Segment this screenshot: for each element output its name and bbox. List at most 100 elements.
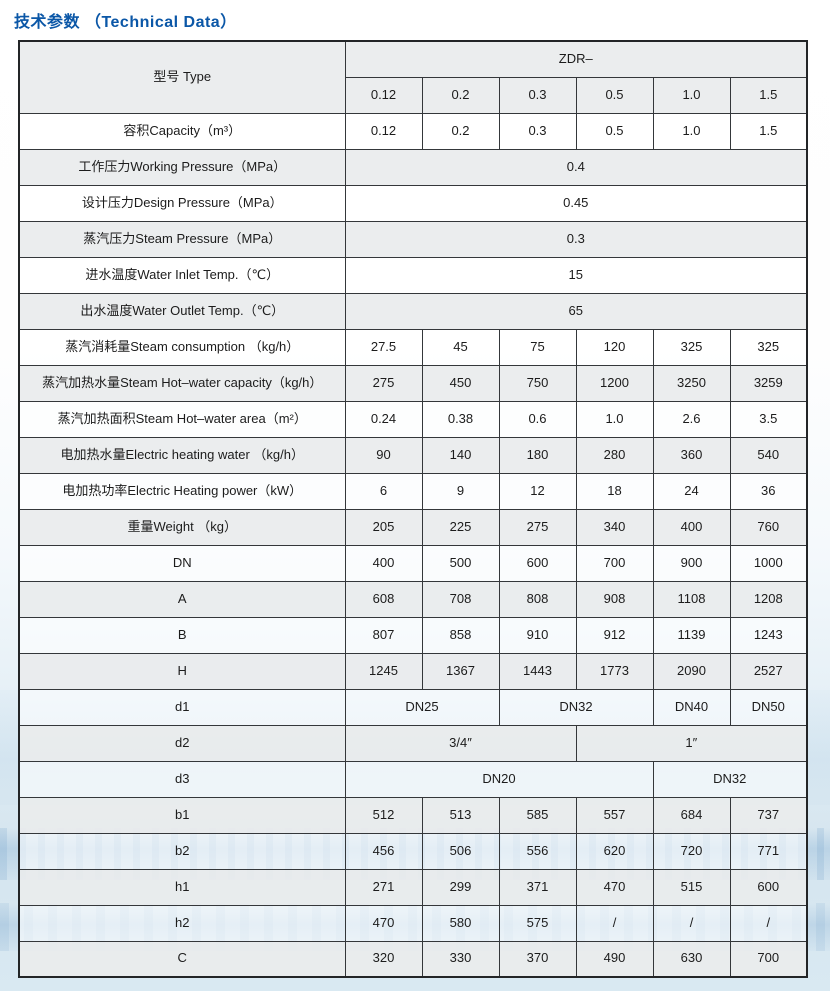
table-row: 电加热水量Electric heating water （kg/h） 90 140 1… [18,436,808,474]
table-cell: DN32 [652,760,808,798]
table-cell: 0.38 [421,400,500,438]
size-header-cell: 0.12 [344,76,423,114]
table-row: 蒸汽压力Steam Pressure（MPa） 0.3 [18,220,808,258]
row-label: 电加热水量Electric heating water （kg/h） [18,436,346,474]
table-cell: 75 [498,328,577,366]
row-label: 设计压力Design Pressure（MPa） [18,184,346,222]
table-cell: 3/4″ [344,724,577,762]
table-cell: 0.3 [344,220,808,258]
table-cell: 1243 [729,616,808,654]
row-label: 出水温度Water Outlet Temp.（℃） [18,292,346,330]
table-cell: 737 [729,796,808,834]
row-label: 电加热功率Electric Heating power（kW） [18,472,346,510]
page-title: 技术参数 （Technical Data） [14,14,237,31]
table-cell: 36 [729,472,808,510]
table-cell: 0.3 [498,112,577,150]
table-cell: 456 [344,832,423,870]
table-cell: 470 [575,868,654,906]
table-cell: 370 [498,940,577,978]
row-label: 蒸汽压力Steam Pressure（MPa） [18,220,346,258]
table-cell: 1108 [652,580,731,618]
table-cell: 500 [421,544,500,582]
table-cell: / [729,904,808,942]
row-label: h2 [18,904,346,942]
table-cell: 0.12 [344,112,423,150]
table-cell: 330 [421,940,500,978]
table-cell: 225 [421,508,500,546]
row-label: C [18,940,346,978]
table-cell: 271 [344,868,423,906]
table-cell: 325 [729,328,808,366]
table-row: d2 3/4″ 1″ [18,724,808,762]
table-row: h2 470 580 575// / [18,904,808,942]
table-row: B 807 858 910 912 1139 1243 [18,616,808,654]
table-cell: 205 [344,508,423,546]
table-cell: 90 [344,436,423,474]
row-label: B [18,616,346,654]
size-header-cell: 0.2 [421,76,500,114]
row-label: 蒸汽消耗量Steam consumption （kg/h） [18,328,346,366]
size-header-cell: 1.0 [652,76,731,114]
table-cell: 912 [575,616,654,654]
row-label: DN [18,544,346,582]
table-cell: 720 [652,832,731,870]
table-row: 0.12 0.2 0.3 0.5 1.0 1.5 [19,76,808,114]
table-cell: 1.0 [652,112,731,150]
type-header-cell: 型号 Type [18,40,346,114]
table-cell: 900 [652,544,731,582]
table-row: h1 271 299 371 470 515 600 [18,868,808,906]
table-cell: 180 [498,436,577,474]
size-header-cell: 1.5 [729,76,808,114]
table-cell: 0.24 [344,400,423,438]
table-cell: 1.5 [729,112,808,150]
table-cell: 908 [575,580,654,618]
series-header-cell: ZDR– [344,40,808,78]
table-cell: 490 [575,940,654,978]
table-row: 设计压力Design Pressure（MPa） 0.45 [18,184,808,222]
table-cell: 65 [344,292,808,330]
row-label: b2 [18,832,346,870]
table-cell: 1245 [344,652,423,690]
table-cell: 3.5 [729,400,808,438]
table-cell: 580 [421,904,500,942]
table-body: 容积Capacity（m³） 0.12 0.2 0.3 0.5 1.0 1.5 工作压力Wor… [18,112,808,978]
table-cell: 45 [421,328,500,366]
table-cell: 620 [575,832,654,870]
table-cell: 585 [498,796,577,834]
table-cell: 12 [498,472,577,510]
table-cell: 513 [421,796,500,834]
table-cell: 1200 [575,364,654,402]
table-cell: 320 [344,940,423,978]
table-cell: 275 [344,364,423,402]
table-cell: 18 [575,472,654,510]
table-cell: 1139 [652,616,731,654]
table-cell: 140 [421,436,500,474]
table-row: A 608 708 808 908 1108 1208 [18,580,808,618]
table-row: 蒸汽加热面积Steam Hot–water area（m²） 0.24 0.38 0.… [18,400,808,438]
row-label: A [18,580,346,618]
table-row: 出水温度Water Outlet Temp.（℃） 65 [18,292,808,330]
table-cell: 1000 [729,544,808,582]
table-cell: 1.0 [575,400,654,438]
table-row: DN 400 500 600 700 900 1000 [18,544,808,582]
table-cell: 750 [498,364,577,402]
table-header: 型号 Type ZDR– 0.12 0.2 0.3 0.5 1.0 1.5 [18,40,808,114]
row-label: d3 [18,760,346,798]
table-row: d3 DN20 DN32 [18,760,808,798]
table-cell: 2090 [652,652,731,690]
table-row: H 1245 1367 1443 1773 2090 2527 [18,652,808,690]
table-cell: 771 [729,832,808,870]
table-cell: 512 [344,796,423,834]
table-cell: 1773 [575,652,654,690]
table-cell: 708 [421,580,500,618]
table-cell: 280 [575,436,654,474]
table-cell: 371 [498,868,577,906]
table-cell: 600 [729,868,808,906]
table-cell: 807 [344,616,423,654]
table-cell: 275 [498,508,577,546]
row-label: 重量Weight （kg） [18,508,346,546]
table-cell: 120 [575,328,654,366]
table-cell: DN40 [652,688,731,726]
table-cell: 1443 [498,652,577,690]
